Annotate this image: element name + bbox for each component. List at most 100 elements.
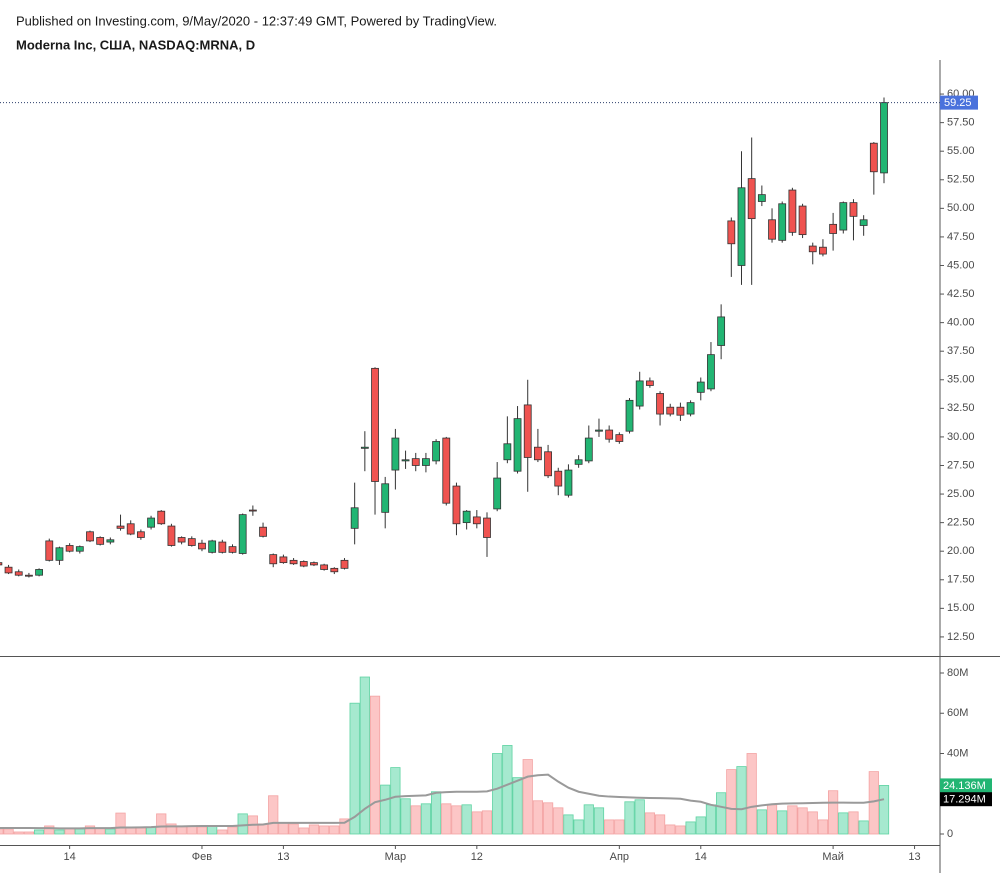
y-tick-label: 50.00 xyxy=(947,202,975,214)
x-tick-label: 14 xyxy=(64,851,76,863)
candle-body xyxy=(727,220,736,245)
volume-bar xyxy=(74,828,85,835)
volume-bar xyxy=(207,825,218,835)
candle-body xyxy=(269,554,278,565)
x-tick-label: 12 xyxy=(471,851,483,863)
candle-body xyxy=(595,429,603,432)
y-tick-label: 52.50 xyxy=(947,174,975,186)
y-tick-label: 35.00 xyxy=(947,374,975,386)
volume-bar xyxy=(380,784,391,835)
volume-bar xyxy=(451,805,462,835)
candle-body xyxy=(350,507,359,529)
volume-bar xyxy=(634,799,645,835)
volume-bar xyxy=(675,825,686,835)
volume-bar xyxy=(858,820,869,835)
candle-body xyxy=(503,443,512,461)
candle-body xyxy=(147,517,155,528)
volume-bar xyxy=(624,801,635,835)
volume-bar xyxy=(766,804,778,835)
x-tick-label: 14 xyxy=(695,851,707,863)
candle-body xyxy=(737,187,746,266)
volume-bar xyxy=(553,807,564,835)
y-tick-label: 0 xyxy=(947,828,953,840)
y-tick-label: 30.00 xyxy=(947,431,975,443)
candle-body xyxy=(829,223,838,234)
candle-body xyxy=(401,459,410,462)
candle-body xyxy=(14,571,23,576)
volume-bar xyxy=(115,812,126,835)
candle-body xyxy=(126,523,135,535)
volume-bar xyxy=(23,831,35,835)
candle-body xyxy=(483,517,491,538)
candle-body xyxy=(299,561,308,567)
volume-bar xyxy=(532,800,543,835)
candle-body xyxy=(432,441,441,462)
value-label-box xyxy=(940,778,992,793)
volume-bar xyxy=(420,803,432,835)
volume-bar xyxy=(33,829,45,835)
candle-body xyxy=(340,559,349,569)
volume-bar xyxy=(848,811,859,835)
candle-body xyxy=(717,316,726,346)
candle-body xyxy=(35,569,43,576)
candle-body xyxy=(279,556,288,564)
candle-body xyxy=(859,219,868,226)
candle-body xyxy=(411,458,420,466)
candle-body xyxy=(564,469,573,496)
volume-bar xyxy=(349,702,360,835)
candle-body xyxy=(86,531,94,542)
volume-bar xyxy=(593,807,605,835)
candle-body xyxy=(371,367,379,482)
volume-bar xyxy=(298,827,309,835)
y-tick-label: 20.00 xyxy=(947,545,975,557)
volume-bar xyxy=(756,809,767,835)
x-tick-label: Мар xyxy=(385,851,407,863)
volume-bar xyxy=(278,822,289,835)
candle-body xyxy=(320,564,329,570)
candle-body xyxy=(625,399,634,432)
volume-bar xyxy=(410,805,421,835)
candle-body xyxy=(0,562,3,566)
y-tick-label: 40.00 xyxy=(947,317,975,329)
candle-body xyxy=(96,537,105,545)
volume-bar xyxy=(685,821,696,835)
volume-bar xyxy=(3,828,14,835)
value-label-box xyxy=(940,792,992,807)
candle-body xyxy=(45,540,54,561)
y-tick-label: 57.50 xyxy=(947,117,975,129)
volume-bar xyxy=(838,812,849,835)
candle-body xyxy=(635,380,644,407)
candle-body xyxy=(819,246,827,255)
value-label: 17.294M xyxy=(943,794,986,806)
candle-body xyxy=(259,526,267,537)
volume-bar xyxy=(512,777,523,835)
candle-body xyxy=(686,402,695,415)
volume-bar xyxy=(196,826,208,835)
volume-bar xyxy=(431,791,442,835)
volume-bar xyxy=(563,814,574,835)
last-price-label: 59.25 xyxy=(944,97,972,109)
volume-bar xyxy=(369,695,381,835)
candle-body xyxy=(808,245,817,253)
y-tick-label: 60M xyxy=(947,707,968,719)
volume-bar xyxy=(329,825,340,835)
volume-bar xyxy=(288,823,299,835)
candle-body xyxy=(849,202,858,217)
candle-body xyxy=(452,485,461,525)
volume-bar xyxy=(787,805,798,835)
volume-bar xyxy=(746,753,757,835)
candle-body xyxy=(248,509,257,512)
candle-body xyxy=(187,538,196,546)
candle-body xyxy=(574,459,583,465)
volume-bar xyxy=(695,816,706,835)
candle-body xyxy=(136,531,145,538)
candle-body xyxy=(544,451,552,477)
candle-body xyxy=(391,437,400,471)
volume-bar xyxy=(0,828,4,835)
candle-body xyxy=(605,429,614,440)
volume-bar xyxy=(54,829,65,835)
candle-body xyxy=(615,434,624,442)
volume-bar xyxy=(227,826,238,835)
y-tick-label: 40M xyxy=(947,747,968,759)
